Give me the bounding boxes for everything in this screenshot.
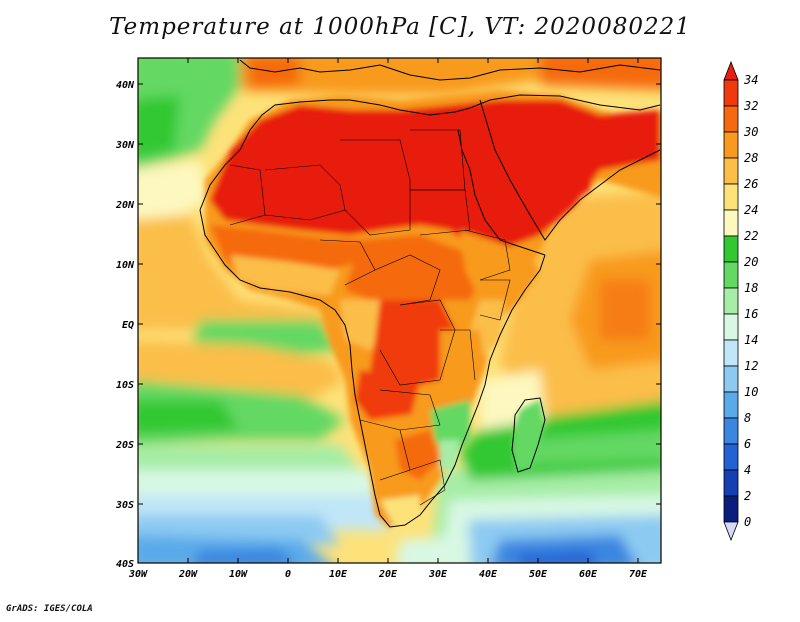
lon-label-10e: 10E [329,569,348,580]
lon-label-40e: 40E [479,569,498,580]
colorbar-label: 34 [743,73,758,87]
colorbar-swatch [724,340,738,366]
colorbar-label: 4 [744,463,751,477]
lon-label-30e: 30E [428,569,448,580]
colorbar-label: 6 [744,437,751,451]
colorbar-swatch [724,392,738,418]
lon-label-20e: 20E [378,569,398,580]
colorbar-label: 10 [744,385,758,399]
colorbar-label: 30 [743,125,758,139]
lat-label-eq: EQ [122,320,134,331]
colorbar-label: 20 [744,255,758,269]
colorbar-swatch [724,184,738,210]
colorbar-label: 16 [744,307,758,321]
colorbar-swatch [724,288,738,314]
colorbar-label: 24 [744,203,758,217]
lat-label-20n: 20N [115,200,135,211]
lat-label-10n: 10N [116,260,135,271]
lon-label-50e: 50E [529,569,548,580]
colorbar-swatch [724,132,738,158]
colorbar-swatch [724,80,738,106]
temperature-field [130,50,670,570]
colorbar-label: 26 [744,177,758,191]
map-figure: 40N 30N 20N 10N EQ 10S 20S 30S 40S 30W 2 [0,0,800,618]
lon-label-70e: 70E [629,569,648,580]
colorbar-label: 8 [744,411,751,425]
lat-label-30s: 30S [115,500,134,511]
colorbar-label: 28 [744,151,758,165]
colorbar-swatch [724,158,738,184]
lon-label-0: 0 [285,569,291,580]
lat-label-10s: 10S [116,380,134,391]
colorbar-label: 18 [744,281,758,295]
colorbar-lower-arrow [724,522,738,540]
colorbar-label: 32 [743,99,758,113]
lon-label-10w: 10W [229,569,248,580]
colorbar-label: 14 [744,333,758,347]
colorbar-swatch [724,470,738,496]
lon-label-60e: 60E [579,569,598,580]
colorbar-label: 2 [744,489,751,503]
colorbar-swatch [724,262,738,288]
colorbar-swatch [724,106,738,132]
colorbar-swatch [724,418,738,444]
lon-label-30w: 30W [128,569,148,580]
lat-label-20s: 20S [115,440,134,451]
colorbar-label: 22 [744,229,758,243]
colorbar-swatch [724,496,738,522]
colorbar-swatch [724,444,738,470]
colorbar-swatch [724,366,738,392]
lon-label-20w: 20W [178,569,198,580]
colorbar-label: 12 [744,359,758,373]
lat-label-30n: 30N [115,140,135,151]
colorbar-swatch [724,314,738,340]
lat-label-40n: 40N [116,80,135,91]
credit-text: GrADS: IGES/COLA [6,604,93,614]
colorbar-swatch [724,236,738,262]
colorbar-swatch [724,210,738,236]
colorbar-upper-arrow [724,62,738,80]
colorbar-label: 0 [744,515,751,529]
